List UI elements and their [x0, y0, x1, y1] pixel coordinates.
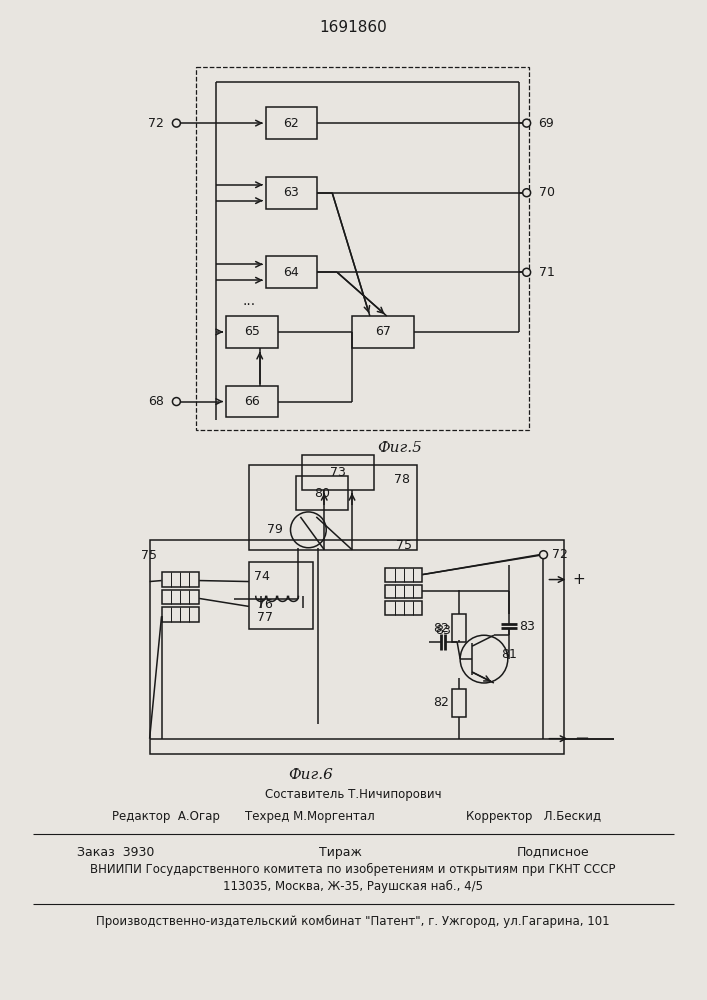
Bar: [385, 568, 423, 582]
Text: 80: 80: [314, 487, 330, 500]
Text: Подписное: Подписное: [517, 846, 590, 859]
Bar: [452, 614, 466, 642]
Text: 83: 83: [436, 624, 451, 637]
Bar: [303, 455, 374, 490]
Text: 82: 82: [433, 622, 449, 635]
Text: 81: 81: [501, 648, 517, 661]
Text: 65: 65: [244, 325, 259, 338]
Circle shape: [173, 119, 180, 127]
Bar: [385, 585, 423, 598]
Bar: [385, 601, 423, 615]
Bar: [266, 256, 317, 288]
Text: 74: 74: [254, 570, 269, 583]
Text: ВНИИПИ Государственного комитета по изобретениям и открытиям при ГКНТ СССР: ВНИИПИ Государственного комитета по изоб…: [90, 863, 616, 876]
Bar: [161, 607, 199, 622]
Text: 77: 77: [257, 611, 273, 624]
Text: 71: 71: [539, 266, 554, 279]
Text: +: +: [572, 572, 585, 587]
Text: 79: 79: [267, 523, 283, 536]
Text: 63: 63: [284, 186, 299, 199]
Circle shape: [522, 119, 530, 127]
Bar: [161, 572, 199, 587]
Text: 82: 82: [433, 696, 449, 709]
Text: 67: 67: [375, 325, 391, 338]
Bar: [296, 476, 348, 510]
Text: Корректор   Л.Бескид: Корректор Л.Бескид: [466, 810, 601, 823]
Text: 66: 66: [244, 395, 259, 408]
Text: Фиг.6: Фиг.6: [288, 768, 333, 782]
Text: 75: 75: [396, 539, 411, 552]
Bar: [266, 107, 317, 139]
Circle shape: [522, 189, 530, 197]
Text: 73: 73: [330, 466, 346, 479]
Bar: [150, 540, 564, 754]
Circle shape: [522, 268, 530, 276]
Circle shape: [173, 398, 180, 406]
Text: Тираж: Тираж: [319, 846, 361, 859]
Text: 68: 68: [148, 395, 163, 408]
Text: 72: 72: [148, 117, 163, 130]
Text: Техред М.Моргентал: Техред М.Моргентал: [245, 810, 375, 823]
Bar: [226, 386, 278, 417]
Text: 83: 83: [519, 620, 534, 633]
Bar: [161, 589, 199, 604]
Text: Составитель Т.Ничипорович: Составитель Т.Ничипорович: [264, 788, 441, 801]
Text: 75: 75: [141, 549, 156, 562]
Text: 62: 62: [284, 117, 299, 130]
Text: −: −: [574, 730, 590, 748]
Bar: [249, 562, 313, 629]
Text: Редактор  А.Огар: Редактор А.Огар: [112, 810, 220, 823]
Text: 1691860: 1691860: [319, 20, 387, 35]
Text: 76: 76: [257, 598, 273, 611]
Bar: [226, 316, 278, 348]
Text: 113035, Москва, Ж-35, Раушская наб., 4/5: 113035, Москва, Ж-35, Раушская наб., 4/5: [223, 880, 483, 893]
Bar: [249, 465, 418, 550]
Circle shape: [539, 551, 547, 559]
Text: 72: 72: [552, 548, 568, 561]
Text: Производственно-издательский комбинат "Патент", г. Ужгород, ул.Гагарина, 101: Производственно-издательский комбинат "П…: [96, 915, 610, 928]
Text: 64: 64: [284, 266, 299, 279]
Text: 69: 69: [539, 117, 554, 130]
Text: ...: ...: [243, 294, 255, 308]
Text: 78: 78: [394, 473, 409, 486]
Bar: [266, 177, 317, 209]
Text: Заказ  3930: Заказ 3930: [77, 846, 155, 859]
Text: 70: 70: [539, 186, 554, 199]
Bar: [452, 689, 466, 717]
Bar: [352, 316, 414, 348]
Text: Фиг.5: Фиг.5: [378, 441, 422, 455]
Bar: [197, 67, 529, 430]
